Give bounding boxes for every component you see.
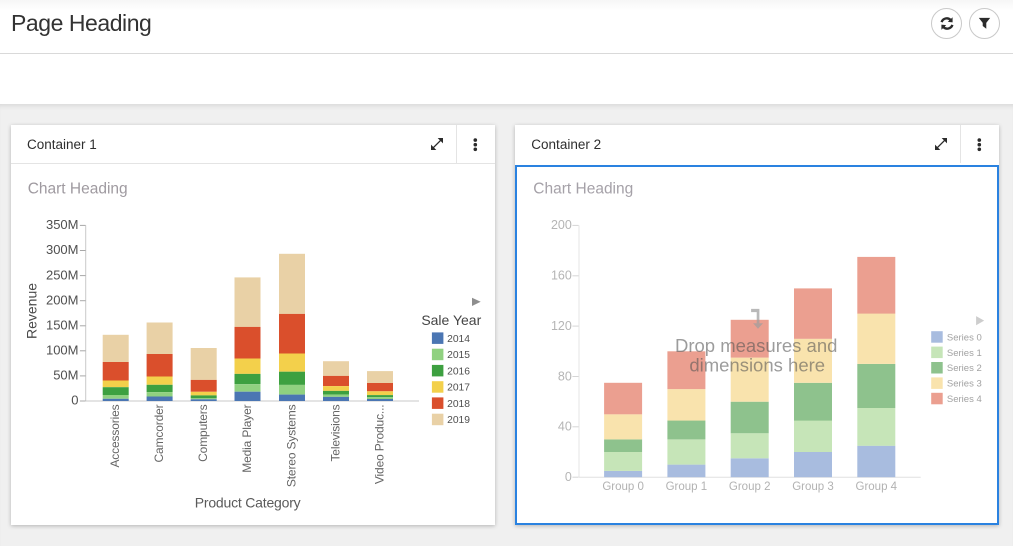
svg-text:Group 0: Group 0 bbox=[603, 481, 645, 493]
svg-text:Video Produc...: Video Produc... bbox=[372, 405, 386, 485]
svg-text:Chart Heading: Chart Heading bbox=[534, 180, 634, 197]
svg-text:Series 0: Series 0 bbox=[947, 332, 982, 343]
svg-text:350M: 350M bbox=[46, 217, 79, 232]
svg-text:Series 4: Series 4 bbox=[947, 394, 982, 405]
svg-text:100M: 100M bbox=[46, 343, 79, 358]
svg-text:2014: 2014 bbox=[447, 334, 470, 345]
svg-text:2019: 2019 bbox=[447, 415, 470, 426]
svg-text:0: 0 bbox=[565, 470, 572, 484]
svg-text:160: 160 bbox=[551, 269, 572, 283]
svg-text:Series 1: Series 1 bbox=[947, 348, 982, 359]
svg-text:Drop measures and: Drop measures and bbox=[675, 335, 837, 356]
svg-text:Chart Heading: Chart Heading bbox=[28, 180, 128, 197]
svg-text:Televisions: Televisions bbox=[328, 404, 342, 461]
svg-text:Series 2: Series 2 bbox=[947, 363, 982, 374]
svg-text:300M: 300M bbox=[46, 242, 79, 257]
svg-text:200M: 200M bbox=[46, 292, 79, 307]
svg-text:Group 4: Group 4 bbox=[856, 481, 898, 493]
svg-text:2016: 2016 bbox=[447, 366, 470, 377]
svg-text:Series 3: Series 3 bbox=[947, 379, 982, 390]
svg-text:120: 120 bbox=[551, 319, 572, 333]
svg-text:80: 80 bbox=[558, 369, 572, 383]
svg-text:2017: 2017 bbox=[447, 383, 470, 394]
svg-text:200: 200 bbox=[551, 218, 572, 232]
svg-text:2015: 2015 bbox=[447, 350, 470, 361]
svg-text:Sale Year: Sale Year bbox=[421, 312, 481, 328]
svg-text:Computers: Computers bbox=[196, 404, 210, 461]
svg-text:Media Player: Media Player bbox=[240, 404, 254, 472]
svg-text:Group 3: Group 3 bbox=[793, 481, 835, 493]
svg-text:dimensions here: dimensions here bbox=[690, 354, 826, 375]
svg-text:Group 2: Group 2 bbox=[729, 481, 771, 493]
svg-text:2018: 2018 bbox=[447, 399, 470, 410]
svg-text:40: 40 bbox=[558, 420, 572, 434]
svg-text:Product Category: Product Category bbox=[195, 494, 301, 510]
svg-text:Revenue: Revenue bbox=[24, 283, 40, 339]
svg-text:Stereo Systems: Stereo Systems bbox=[284, 404, 298, 487]
svg-text:0: 0 bbox=[71, 393, 78, 408]
svg-text:150M: 150M bbox=[46, 318, 79, 333]
svg-text:Camcorder: Camcorder bbox=[152, 404, 166, 462]
svg-text:50M: 50M bbox=[53, 368, 78, 383]
svg-text:Accessories: Accessories bbox=[108, 404, 122, 467]
svg-text:Group 1: Group 1 bbox=[666, 481, 708, 493]
svg-text:250M: 250M bbox=[46, 267, 79, 282]
